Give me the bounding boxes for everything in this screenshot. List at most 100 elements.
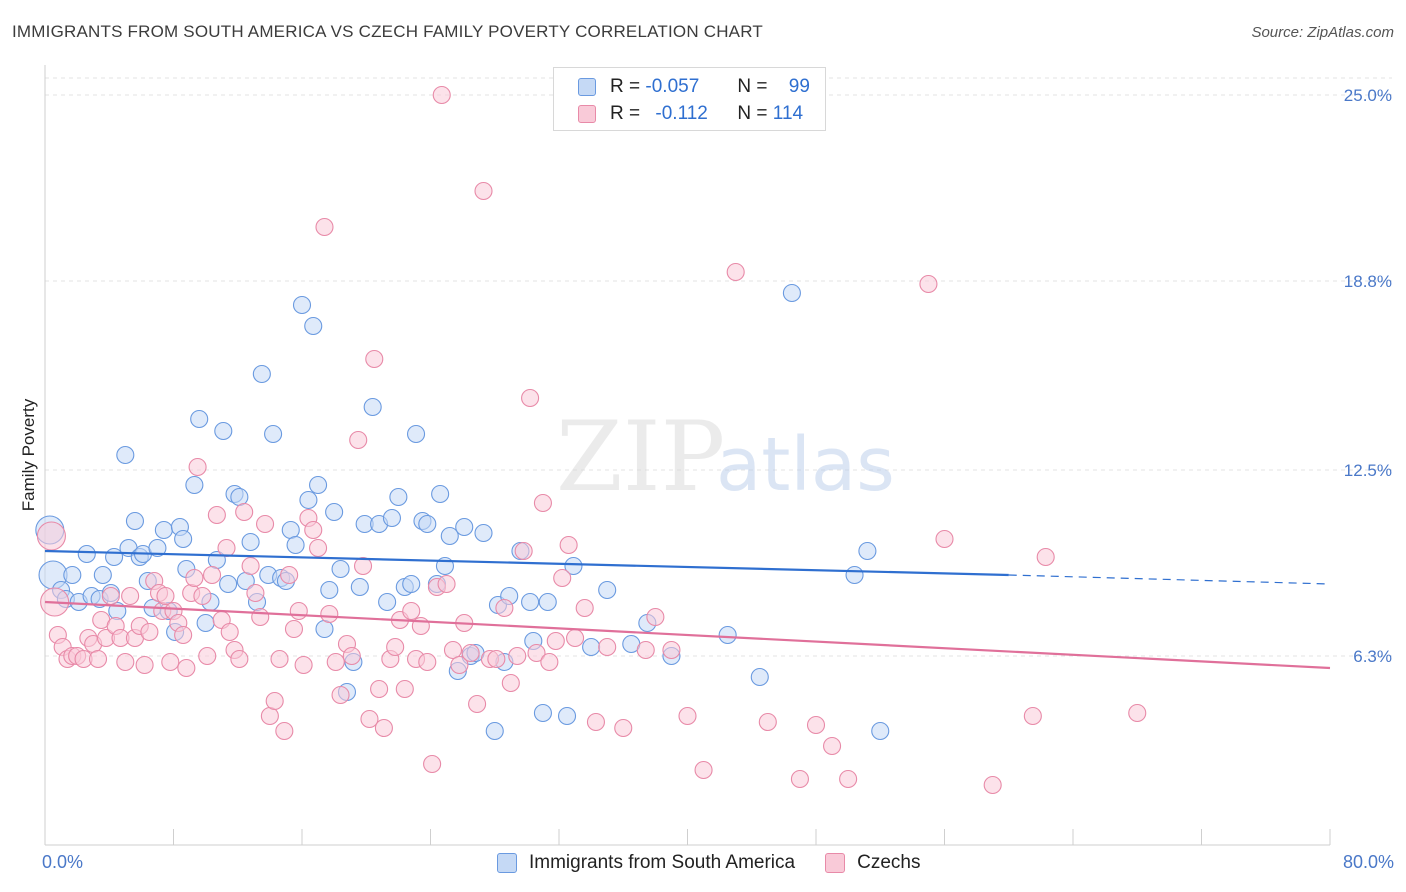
data-point bbox=[423, 754, 442, 774]
data-point bbox=[718, 625, 737, 645]
data-point bbox=[304, 316, 323, 336]
data-point bbox=[235, 502, 254, 522]
data-point bbox=[521, 592, 540, 612]
data-point bbox=[432, 85, 451, 105]
data-point bbox=[782, 283, 801, 303]
data-point bbox=[678, 706, 697, 726]
series-legend: Immigrants from South America Czechs bbox=[497, 852, 950, 874]
data-point bbox=[418, 514, 437, 534]
data-point bbox=[598, 580, 617, 600]
data-point bbox=[241, 532, 260, 552]
data-point bbox=[871, 721, 890, 741]
data-point bbox=[501, 673, 520, 693]
trend-lines bbox=[44, 549, 1331, 670]
data-point bbox=[320, 580, 339, 600]
data-point bbox=[485, 721, 504, 741]
trend-line bbox=[44, 600, 1331, 670]
data-point bbox=[230, 487, 249, 507]
data-point bbox=[342, 646, 361, 666]
data-point bbox=[1023, 706, 1042, 726]
data-point bbox=[246, 583, 265, 603]
grid-lines bbox=[44, 77, 1392, 845]
data-point bbox=[839, 769, 858, 789]
legend-swatch-blue bbox=[497, 853, 517, 873]
data-point bbox=[553, 568, 572, 588]
data-point bbox=[125, 511, 144, 531]
data-point bbox=[116, 445, 135, 465]
data-point bbox=[1036, 547, 1055, 567]
data-point bbox=[198, 646, 217, 666]
data-point bbox=[270, 649, 289, 669]
data-point bbox=[806, 715, 826, 735]
data-point bbox=[508, 646, 527, 666]
data-point bbox=[694, 760, 713, 780]
legend-label-south-america: Immigrants from South America bbox=[529, 852, 796, 873]
watermark-zip: ZIP bbox=[556, 401, 725, 513]
chart-title: IMMIGRANTS FROM SOUTH AMERICA VS CZECH F… bbox=[12, 22, 763, 41]
source-credit: Source: ZipAtlas.com bbox=[1251, 24, 1394, 41]
data-point bbox=[395, 679, 414, 699]
x-tick-min: 0.0% bbox=[42, 852, 84, 872]
data-point bbox=[326, 652, 345, 672]
data-point bbox=[188, 457, 207, 477]
data-point bbox=[935, 529, 954, 549]
legend-n-value: 99 bbox=[788, 76, 810, 97]
data-point bbox=[527, 643, 546, 663]
y-axis-label: Family Poverty bbox=[19, 398, 38, 511]
data-point bbox=[557, 706, 577, 726]
data-point bbox=[309, 475, 328, 495]
data-point bbox=[116, 652, 135, 672]
data-point bbox=[382, 508, 402, 528]
data-point bbox=[750, 667, 769, 687]
data-point bbox=[121, 586, 140, 606]
data-point bbox=[389, 487, 408, 507]
data-point bbox=[636, 640, 655, 660]
data-point bbox=[135, 655, 154, 675]
data-point bbox=[450, 655, 469, 675]
data-point bbox=[566, 628, 585, 648]
data-point bbox=[190, 409, 209, 429]
data-point bbox=[363, 397, 382, 417]
data-point bbox=[63, 565, 82, 585]
legend-row-south-america: R = -0.057 N = 99 bbox=[578, 75, 810, 99]
data-point bbox=[299, 490, 318, 510]
data-point bbox=[726, 262, 745, 282]
data-point bbox=[174, 625, 193, 645]
data-point bbox=[402, 601, 421, 621]
data-point bbox=[294, 655, 313, 675]
data-point bbox=[374, 718, 393, 738]
data-point bbox=[533, 493, 552, 513]
data-point bbox=[325, 502, 344, 522]
data-point bbox=[36, 521, 66, 551]
data-point bbox=[350, 577, 369, 597]
data-point bbox=[304, 520, 323, 540]
data-point bbox=[845, 565, 864, 585]
data-point bbox=[292, 295, 312, 315]
data-point bbox=[365, 349, 384, 369]
data-point bbox=[564, 556, 583, 576]
data-point bbox=[360, 709, 379, 729]
data-point bbox=[495, 598, 514, 618]
data-point bbox=[140, 622, 159, 642]
data-point bbox=[443, 640, 463, 660]
legend-n-value: 114 bbox=[772, 103, 804, 124]
data-point bbox=[320, 604, 339, 624]
data-point bbox=[281, 520, 300, 540]
legend-r-label: R = bbox=[610, 103, 641, 124]
zipatlas-watermark: ZIP atlas bbox=[556, 401, 895, 513]
data-point bbox=[185, 568, 204, 588]
data-point bbox=[514, 541, 533, 561]
data-point bbox=[93, 565, 112, 585]
data-point bbox=[230, 649, 249, 669]
legend-n-label: N = bbox=[737, 76, 768, 97]
data-point bbox=[487, 649, 506, 669]
data-point bbox=[331, 685, 350, 705]
data-point bbox=[203, 565, 222, 585]
data-point bbox=[758, 712, 777, 732]
legend-row-czechs: R = -0.112 N = 114 bbox=[578, 102, 803, 126]
data-point bbox=[177, 658, 196, 678]
legend-swatch-pink bbox=[578, 105, 596, 123]
data-point bbox=[521, 388, 540, 408]
data-point bbox=[402, 574, 421, 594]
data-point bbox=[586, 712, 605, 732]
